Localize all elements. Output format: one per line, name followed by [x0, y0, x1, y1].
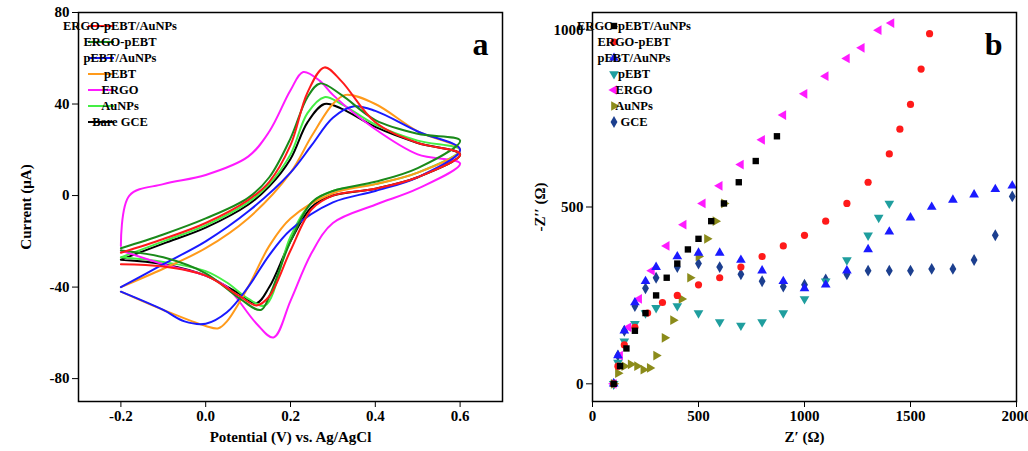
- svg-text:pEBT: pEBT: [618, 67, 651, 81]
- svg-text:b: b: [985, 26, 1003, 62]
- svg-text:1000: 1000: [790, 408, 820, 424]
- svg-text:500: 500: [687, 408, 710, 424]
- svg-text:500: 500: [561, 199, 584, 215]
- svg-text:ERGO-pEBT: ERGO-pEBT: [598, 35, 672, 49]
- svg-text:ERGO: ERGO: [102, 83, 139, 97]
- svg-text:0.0: 0.0: [196, 408, 215, 424]
- svg-text:80: 80: [55, 4, 70, 20]
- svg-text:pEBT/AuNPs: pEBT/AuNPs: [598, 51, 671, 65]
- svg-text:0.6: 0.6: [451, 408, 470, 424]
- svg-text:40: 40: [55, 96, 70, 112]
- svg-text:-Z′′ (Ω): -Z′′ (Ω): [532, 182, 549, 231]
- svg-text:Current (μA): Current (μA): [18, 164, 35, 249]
- svg-text:0: 0: [576, 376, 584, 392]
- svg-text:ERGO-pEBT/AuNPs: ERGO-pEBT/AuNPs: [577, 19, 691, 33]
- svg-text:GCE: GCE: [620, 115, 647, 129]
- svg-text:ERGO: ERGO: [616, 83, 653, 97]
- svg-text:Potential (V) vs. Ag/AgCl: Potential (V) vs. Ag/AgCl: [210, 429, 372, 446]
- svg-text:Bare GCE: Bare GCE: [92, 115, 148, 129]
- svg-text:ERGO-pEBT: ERGO-pEBT: [84, 35, 158, 49]
- svg-text:0: 0: [62, 187, 70, 203]
- svg-text:pEBT: pEBT: [104, 67, 137, 81]
- svg-text:1500: 1500: [896, 408, 926, 424]
- svg-text:1000: 1000: [553, 22, 584, 38]
- svg-text:a: a: [473, 26, 489, 62]
- svg-text:pEBT/AuNPs: pEBT/AuNPs: [84, 51, 157, 65]
- svg-text:0: 0: [589, 408, 597, 424]
- svg-text:0.2: 0.2: [281, 408, 300, 424]
- svg-text:Z′ (Ω): Z′ (Ω): [785, 429, 825, 446]
- svg-text:2000: 2000: [1002, 408, 1028, 424]
- svg-text:AuNPs: AuNPs: [615, 99, 653, 113]
- svg-text:-40: -40: [50, 279, 70, 295]
- svg-text:ERGO-pEBT/AuNPs: ERGO-pEBT/AuNPs: [63, 19, 177, 33]
- svg-text:-80: -80: [50, 370, 70, 386]
- svg-text:0.4: 0.4: [366, 408, 385, 424]
- svg-text:AuNPs: AuNPs: [101, 99, 139, 113]
- svg-text:-0.2: -0.2: [109, 408, 133, 424]
